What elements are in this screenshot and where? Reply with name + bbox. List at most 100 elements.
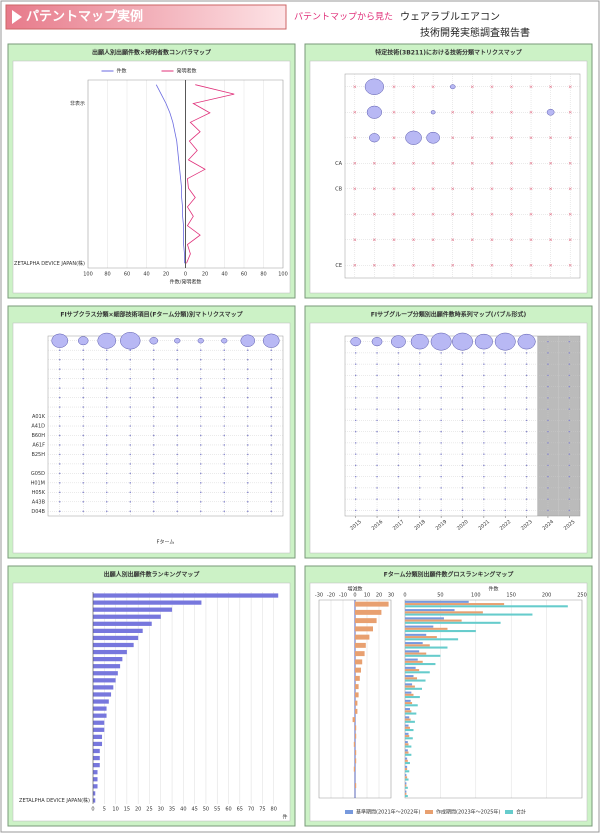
delta-bar: [355, 667, 361, 673]
zero-marker: [129, 368, 132, 370]
header-icon: [12, 10, 22, 24]
zero-marker: [529, 212, 533, 216]
zero-marker: [547, 363, 549, 365]
zero-marker: [58, 491, 61, 494]
bar: [93, 621, 152, 626]
zero-marker: [152, 453, 155, 456]
x-axis-label: 件数/発明者数: [170, 279, 202, 286]
bubble: [366, 105, 382, 119]
zero-marker: [529, 263, 533, 267]
x-tick-label: 50: [203, 807, 209, 813]
x-tick-label: 25: [146, 807, 152, 813]
zero-marker: [223, 368, 226, 370]
zero-marker: [568, 363, 571, 365]
zero-marker: [568, 385, 571, 388]
zero-marker: [547, 419, 549, 422]
panel-title: 出願人別出願件数ランキングマップ: [104, 571, 201, 579]
bar: [405, 749, 408, 752]
zero-marker: [354, 487, 357, 489]
bar: [405, 765, 408, 768]
bar: [405, 745, 412, 748]
zero-marker: [105, 396, 108, 399]
bar: [405, 687, 422, 690]
bar: [405, 792, 407, 795]
zero-marker: [82, 434, 85, 437]
legend-swatch: [345, 810, 353, 814]
bar: [93, 657, 123, 662]
bubble: [426, 131, 440, 144]
bar: [93, 649, 127, 655]
zero-marker: [176, 482, 179, 484]
x-tick-label: 60: [241, 272, 247, 278]
row-label: A41D: [31, 424, 45, 430]
zero-marker: [199, 510, 202, 513]
zero-marker: [270, 491, 273, 494]
zero-marker: [246, 349, 249, 352]
zero-marker: [270, 472, 273, 475]
zero-marker: [504, 475, 507, 478]
zero-marker: [105, 406, 108, 408]
zero-marker: [431, 85, 435, 89]
zero-marker: [246, 368, 249, 370]
bubble: [405, 130, 422, 145]
bar: [405, 795, 408, 798]
zero-marker: [176, 491, 179, 494]
zero-marker: [199, 444, 202, 446]
bar: [405, 732, 409, 735]
zero-marker: [105, 482, 108, 484]
bar: [405, 633, 427, 636]
zero-marker: [440, 453, 442, 455]
zero-marker: [568, 352, 571, 354]
zero-marker: [529, 110, 533, 114]
zero-marker: [354, 498, 357, 500]
bar: [93, 748, 100, 754]
zero-marker: [504, 397, 507, 399]
legend-label: 作成期間(2023年〜2025年): [436, 809, 500, 816]
zero-marker: [354, 475, 357, 478]
zero-marker: [568, 408, 571, 410]
zero-marker: [490, 238, 494, 242]
zero-marker: [547, 442, 549, 444]
bubble: [174, 338, 181, 344]
zero-marker: [152, 500, 155, 503]
plot-area: [309, 582, 588, 822]
bar: [93, 791, 96, 796]
zero-marker: [176, 463, 179, 465]
zero-marker: [270, 396, 273, 399]
zero-marker: [483, 498, 485, 500]
zero-marker: [82, 491, 85, 494]
zero-marker: [372, 263, 376, 267]
x-tick-label: 50: [437, 593, 443, 599]
bubble: [474, 333, 493, 350]
zero-marker: [451, 187, 455, 191]
zero-marker: [547, 397, 549, 399]
zero-marker: [246, 472, 249, 475]
zero-marker: [547, 408, 549, 410]
zero-marker: [392, 212, 396, 216]
zero-marker: [392, 187, 396, 191]
zero-marker: [82, 463, 85, 465]
zero-marker: [568, 136, 572, 140]
bar: [405, 774, 407, 777]
zero-marker: [451, 136, 455, 140]
row-label: H01M: [31, 480, 45, 486]
zero-marker: [440, 442, 442, 444]
zero-marker: [568, 374, 571, 377]
delta-bar: [352, 717, 355, 723]
bar: [405, 617, 444, 620]
bar: [405, 663, 436, 666]
zero-marker: [82, 510, 85, 513]
zero-marker: [461, 487, 464, 489]
bar: [405, 603, 505, 606]
plot-area: [309, 60, 588, 294]
zero-marker: [376, 385, 378, 388]
zero-marker: [246, 482, 249, 484]
zero-marker: [461, 397, 464, 399]
zero-marker: [461, 419, 464, 422]
zero-marker: [525, 408, 528, 410]
zero-marker: [490, 85, 494, 89]
bubble: [97, 332, 117, 349]
zero-marker: [461, 408, 464, 410]
axis-frame: [344, 73, 581, 279]
zero-marker: [470, 187, 474, 191]
